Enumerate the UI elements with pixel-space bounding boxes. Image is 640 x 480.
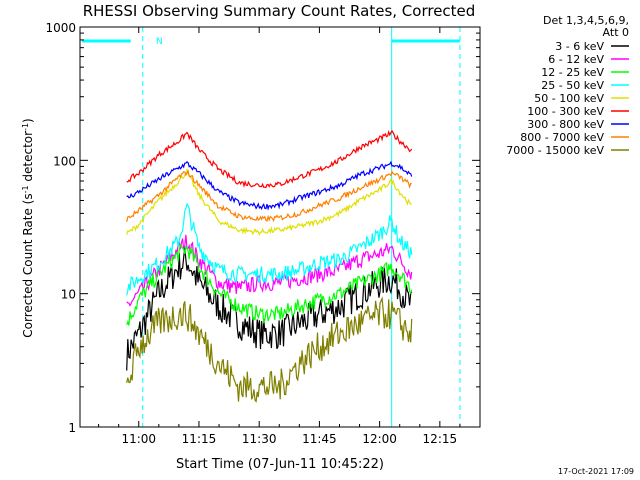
legend-label: 800 - 7000 keV (520, 131, 604, 144)
series-line-1 (126, 234, 413, 307)
chart-title: RHESSI Observing Summary Count Rates, Co… (83, 2, 476, 20)
series-line-8 (126, 296, 413, 403)
legend-label: 3 - 6 keV (555, 40, 604, 53)
x-axis-label: Start Time (07-Jun-11 10:45:22) (176, 457, 384, 472)
legend-label: 12 - 25 keV (541, 66, 604, 79)
series-line-6 (126, 160, 413, 211)
gridlines (82, 27, 461, 427)
y-tick-label: 100 (53, 154, 76, 168)
series-line-2 (126, 243, 413, 326)
plot-frame (79, 26, 481, 428)
legend-label: 25 - 50 keV (541, 79, 604, 92)
legend-header-line1: Det 1,3,4,5,6,9, (543, 14, 629, 27)
x-tick-label: 11:30 (242, 432, 277, 446)
legend-header-line2: Att 0 (603, 26, 629, 39)
series-line-7 (126, 169, 412, 223)
legend-label: 7000 - 15000 keV (506, 144, 604, 157)
x-tick-label: 11:15 (182, 432, 217, 446)
legend-label: 6 - 12 keV (548, 53, 604, 66)
legend-label: 300 - 800 keV (527, 118, 604, 131)
x-tick-label: 12:15 (423, 432, 458, 446)
x-tick-label: 12:00 (362, 432, 397, 446)
series-line-5 (126, 129, 413, 189)
night-marker: N (156, 37, 163, 47)
series-group (126, 129, 413, 403)
y-tick-label: 10 (61, 288, 76, 302)
series-line-3 (126, 202, 413, 296)
x-tick-label: 11:45 (302, 432, 337, 446)
axis-ticks: 11:00 11:15 11:30 11:45 12:00 12:15 1 10 100 1000 (45, 21, 480, 446)
footer-timestamp: 17-Oct-2021 17:09 (558, 467, 634, 476)
y-axis-label: Corrected Count Rate (s-1 detector-1) (21, 118, 36, 337)
y-tick-label: 1000 (45, 21, 76, 35)
y-tick-label: 1 (68, 421, 76, 435)
legend-label: 50 - 100 keV (534, 92, 604, 105)
x-tick-label: 11:00 (121, 432, 156, 446)
legend-label: 100 - 300 keV (527, 105, 604, 118)
series-line-4 (126, 167, 412, 236)
